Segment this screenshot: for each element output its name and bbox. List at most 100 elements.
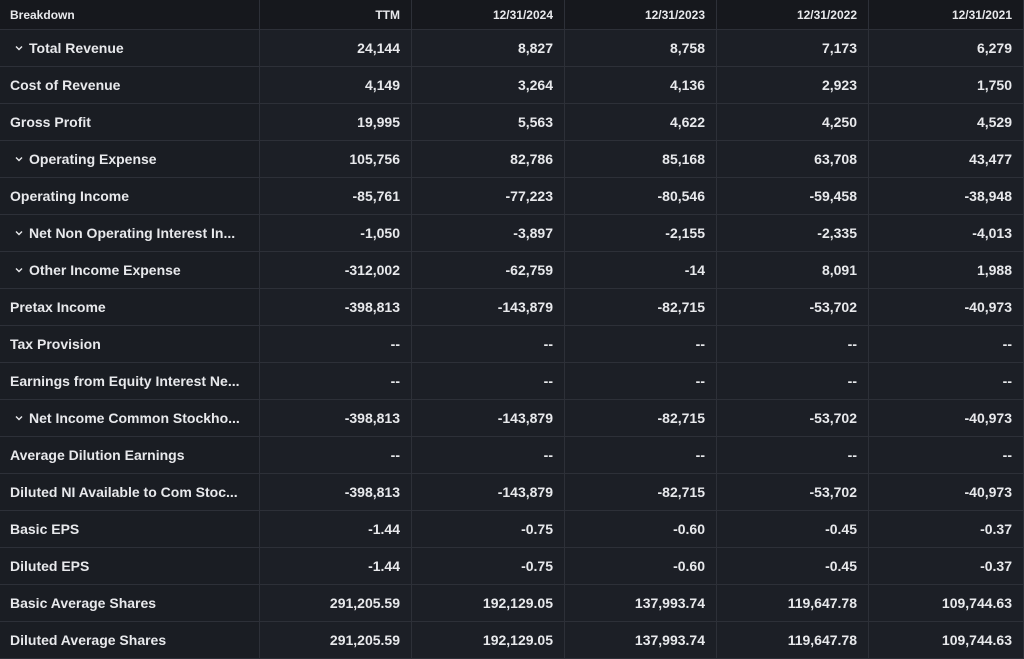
header-cell: 12/31/2021 (869, 0, 1024, 29)
row-label-cell: Earnings from Equity Interest Ne... (0, 363, 260, 399)
value-cell: -53,702 (717, 474, 869, 510)
expand-chevron[interactable] (14, 228, 24, 238)
value-cell: -4,013 (869, 215, 1024, 251)
row-label: Total Revenue (29, 40, 124, 56)
table-row: Operating Expense 105,756 82,786 85,168 63,7… (0, 141, 1024, 178)
table-row: Cost of Revenue 4,149 3,264 4,136 2,923 1,750 (0, 67, 1024, 104)
value-cell: -- (260, 326, 412, 362)
table-row: Tax Provision -- -- -- -- -- (0, 326, 1024, 363)
value-cell: -1,050 (260, 215, 412, 251)
value-cell: 7,173 (717, 30, 869, 66)
chevron-path (15, 231, 23, 236)
value-cell: 8,758 (565, 30, 717, 66)
row-label-cell: Tax Provision (0, 326, 260, 362)
value-cell: 19,995 (260, 104, 412, 140)
row-label: Cost of Revenue (10, 77, 121, 93)
expand-chevron[interactable] (14, 413, 24, 423)
value-cell: 5,563 (412, 104, 565, 140)
row-label-cell: Pretax Income (0, 289, 260, 325)
expand-chevron[interactable] (14, 43, 24, 53)
value-cell: -0.75 (412, 511, 565, 547)
value-cell: -2,335 (717, 215, 869, 251)
value-cell: 43,477 (869, 141, 1024, 177)
value-cell: 105,756 (260, 141, 412, 177)
value-cell: -77,223 (412, 178, 565, 214)
table-row: Basic Average Shares 291,205.59 192,129.05… (0, 585, 1024, 622)
value-cell: 2,923 (717, 67, 869, 103)
row-label-cell[interactable]: Total Revenue (0, 30, 260, 66)
row-label: Basic EPS (10, 521, 80, 537)
row-label-cell: Diluted Average Shares (0, 622, 260, 658)
value-cell: -40,973 (869, 289, 1024, 325)
value-cell: 119,647.78 (717, 622, 869, 658)
row-label: Net Income Common Stockho... (29, 410, 240, 426)
value-cell: 85,168 (565, 141, 717, 177)
value-cell: -3,897 (412, 215, 565, 251)
value-cell: 291,205.59 (260, 585, 412, 621)
row-label-cell[interactable]: Operating Expense (0, 141, 260, 177)
value-cell: -0.45 (717, 548, 869, 584)
value-cell: -14 (565, 252, 717, 288)
row-label-cell: Average Dilution Earnings (0, 437, 260, 473)
value-cell: -0.45 (717, 511, 869, 547)
row-label: Gross Profit (10, 114, 91, 130)
table-row: Operating Income -85,761 -77,223 -80,546 -59… (0, 178, 1024, 215)
value-cell: -40,973 (869, 474, 1024, 510)
value-cell: 4,136 (565, 67, 717, 103)
value-cell: -0.75 (412, 548, 565, 584)
row-label: Basic Average Shares (10, 595, 157, 611)
row-label: Pretax Income (10, 299, 106, 315)
table-row: Total Revenue 24,144 8,827 8,758 7,173 6,279 (0, 30, 1024, 67)
expand-chevron[interactable] (14, 154, 24, 164)
value-cell: 137,993.74 (565, 585, 717, 621)
value-cell: 82,786 (412, 141, 565, 177)
value-cell: 291,205.59 (260, 622, 412, 658)
table-row: Diluted Average Shares 291,205.59 192,129.… (0, 622, 1024, 659)
row-label: Diluted Average Shares (10, 632, 167, 648)
value-cell: -143,879 (412, 400, 565, 436)
header-row: Breakdown TTM 12/31/2024 12/31/2023 12/31/20… (0, 0, 1024, 30)
row-label-cell[interactable]: Other Income Expense (0, 252, 260, 288)
row-label-cell[interactable]: Net Non Operating Interest In... (0, 215, 260, 251)
header-cell: 12/31/2022 (717, 0, 869, 29)
row-label: Other Income Expense (29, 262, 181, 278)
value-cell: -1.44 (260, 548, 412, 584)
value-cell: -- (260, 363, 412, 399)
value-cell: -80,546 (565, 178, 717, 214)
table-row: Diluted EPS -1.44 -0.75 -0.60 -0.45 -0.37 (0, 548, 1024, 585)
value-cell: -0.37 (869, 511, 1024, 547)
table-row: Average Dilution Earnings -- -- -- -- -- (0, 437, 1024, 474)
value-cell: -82,715 (565, 289, 717, 325)
value-cell: -- (717, 437, 869, 473)
value-cell: 119,647.78 (717, 585, 869, 621)
row-label-cell: Basic EPS (0, 511, 260, 547)
value-cell: -312,002 (260, 252, 412, 288)
row-label-cell: Gross Profit (0, 104, 260, 140)
table-row: Earnings from Equity Interest Ne... -- -- -… (0, 363, 1024, 400)
value-cell: 1,988 (869, 252, 1024, 288)
value-cell: -85,761 (260, 178, 412, 214)
header-cell: 12/31/2023 (565, 0, 717, 29)
value-cell: -- (717, 326, 869, 362)
value-cell: -82,715 (565, 474, 717, 510)
value-cell: -- (869, 363, 1024, 399)
value-cell: 8,091 (717, 252, 869, 288)
expand-chevron[interactable] (14, 265, 24, 275)
value-cell: 3,264 (412, 67, 565, 103)
row-label-cell: Diluted NI Available to Com Stoc... (0, 474, 260, 510)
chevron-path (15, 157, 23, 162)
value-cell: 192,129.05 (412, 622, 565, 658)
table-row: Net Income Common Stockho... -398,813 -143… (0, 400, 1024, 437)
row-label: Tax Provision (10, 336, 101, 352)
value-cell: 24,144 (260, 30, 412, 66)
row-label-cell[interactable]: Net Income Common Stockho... (0, 400, 260, 436)
value-cell: 1,750 (869, 67, 1024, 103)
chevron-path (15, 416, 23, 421)
row-label-cell: Basic Average Shares (0, 585, 260, 621)
value-cell: -398,813 (260, 289, 412, 325)
value-cell: -- (412, 363, 565, 399)
value-cell: 4,529 (869, 104, 1024, 140)
value-cell: 4,622 (565, 104, 717, 140)
